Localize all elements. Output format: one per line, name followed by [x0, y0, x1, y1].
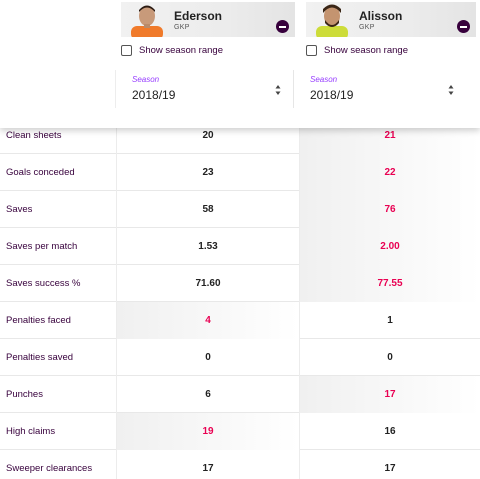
player-photo: [312, 2, 352, 37]
season-range-checkbox[interactable]: [306, 44, 317, 56]
stat-value-player-2: 16: [299, 413, 480, 450]
season-select-label: Season: [132, 75, 160, 84]
stat-row: Sweeper clearances 17 17: [0, 450, 480, 479]
stat-value-player-2: 0: [299, 339, 480, 376]
shirt-shape: [131, 26, 163, 37]
stat-value-player-1: 6: [116, 376, 299, 413]
player-position: GKP: [174, 24, 190, 31]
stat-row: High claims 19 16: [0, 413, 480, 450]
stat-row: Saves 58 76: [0, 191, 480, 228]
player-photo-icon: [316, 4, 348, 37]
select-arrows-icon: [448, 85, 454, 95]
stat-label: Sweeper clearances: [6, 463, 93, 474]
season-select[interactable]: Season 2018/19: [293, 70, 468, 108]
show-season-range-toggle[interactable]: Show season range: [306, 43, 408, 57]
minus-icon: [460, 25, 467, 28]
minus-icon: [279, 25, 286, 28]
season-range-checkbox[interactable]: [121, 44, 132, 56]
stat-row: Saves success % 71.60 77.55: [0, 265, 480, 302]
stat-row: Goals conceded 23 22: [0, 154, 480, 191]
stat-value-player-2: 2.00: [299, 228, 480, 265]
shirt-shape: [316, 26, 348, 37]
stat-label: Goals conceded: [6, 167, 75, 178]
stat-label: Saves per match: [6, 241, 78, 252]
show-season-range-toggle[interactable]: Show season range: [121, 43, 223, 57]
player-name: Alisson: [359, 9, 403, 23]
stat-value-player-2: 77.55: [299, 265, 480, 302]
player-photo-icon: [131, 5, 163, 37]
remove-player-button[interactable]: [276, 20, 289, 33]
stat-label: Penalties saved: [6, 352, 74, 363]
season-select-value: 2018/19: [310, 88, 354, 102]
season-select-label: Season: [310, 75, 338, 84]
stat-value-player-2: 17: [299, 450, 480, 479]
comparison-header: Ederson GKP Show season range Season 201…: [0, 0, 480, 128]
stat-row: Penalties faced 4 1: [0, 302, 480, 339]
player-photo: [127, 2, 167, 37]
stat-row: Penalties saved 0 0: [0, 339, 480, 376]
stat-label: Penalties faced: [6, 315, 71, 326]
stat-label: Saves success %: [6, 278, 81, 289]
stat-value-player-2: 76: [299, 191, 480, 228]
season-select[interactable]: Season 2018/19: [115, 70, 295, 108]
stat-label: Saves: [6, 204, 33, 215]
stat-label: Clean sheets: [6, 130, 62, 141]
stat-value-player-1: 1.53: [116, 228, 299, 265]
stat-row: Saves per match 1.53 2.00: [0, 228, 480, 265]
select-arrows-icon: [275, 85, 281, 95]
stat-value-player-2: 22: [299, 154, 480, 191]
player-name: Ederson: [174, 9, 223, 23]
stats-table: Clean sheets 20 21 Goals conceded 23 22 Saves 5…: [0, 117, 480, 479]
remove-player-button[interactable]: [457, 20, 470, 33]
stat-label: Punches: [6, 389, 43, 400]
stat-value-player-2: 1: [299, 302, 480, 339]
stat-value-player-1: 19: [116, 413, 299, 450]
season-range-label: Show season range: [324, 44, 408, 56]
stat-label: High claims: [6, 426, 56, 437]
stat-row: Punches 6 17: [0, 376, 480, 413]
stat-value-player-1: 17: [116, 450, 299, 479]
player-card[interactable]: Alisson GKP: [306, 2, 476, 37]
stat-value-player-1: 4: [116, 302, 299, 339]
stat-value-player-1: 23: [116, 154, 299, 191]
player-position: GKP: [359, 24, 375, 31]
stat-value-player-1: 20: [116, 117, 299, 154]
stat-value-player-1: 0: [116, 339, 299, 376]
season-select-value: 2018/19: [132, 88, 176, 102]
stat-value-player-1: 58: [116, 191, 299, 228]
stat-value-player-1: 71.60: [116, 265, 299, 302]
stat-value-player-2: 17: [299, 376, 480, 413]
player-card[interactable]: Ederson GKP: [121, 2, 295, 37]
season-range-label: Show season range: [139, 44, 223, 56]
